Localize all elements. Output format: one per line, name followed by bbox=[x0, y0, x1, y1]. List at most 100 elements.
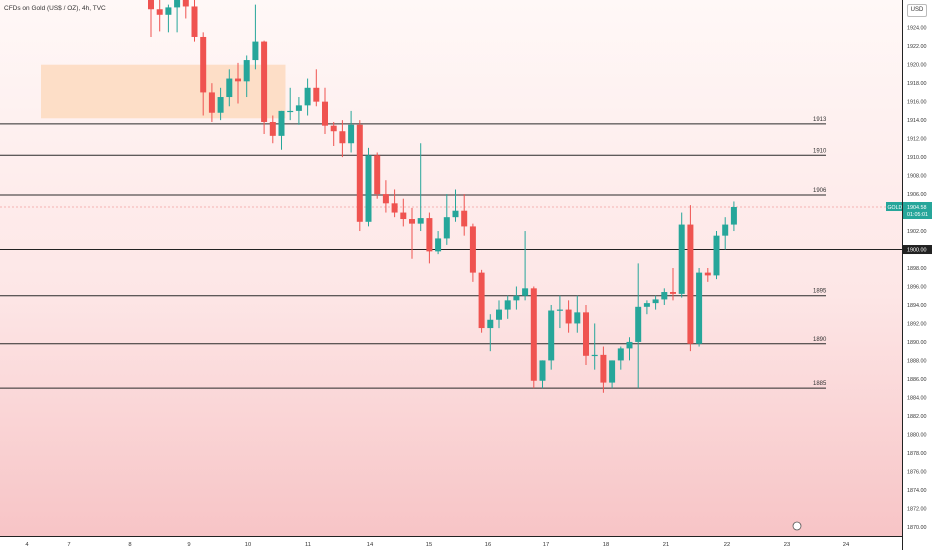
candle-body bbox=[217, 97, 224, 113]
candle-body bbox=[208, 92, 215, 113]
level-label: 1890 bbox=[813, 337, 827, 343]
level-label: 1906 bbox=[813, 188, 827, 194]
price-line-badge-label: 1900.00 bbox=[907, 248, 927, 254]
candle-body bbox=[539, 360, 546, 381]
candle-body bbox=[617, 348, 624, 361]
candle-body bbox=[635, 306, 642, 342]
price-tick-label: 1922.00 bbox=[907, 44, 927, 50]
chart-title: CFDs on Gold (US$ / OZ), 4h, TVC bbox=[4, 5, 106, 12]
candle-body bbox=[426, 218, 433, 252]
candle-body bbox=[435, 238, 442, 252]
time-tick-label: 18 bbox=[603, 542, 609, 548]
candle-body bbox=[530, 288, 537, 381]
price-tick-label: 1876.00 bbox=[907, 469, 927, 475]
candle-body bbox=[278, 110, 285, 136]
candle-body bbox=[182, 0, 189, 7]
candle-body bbox=[252, 41, 259, 61]
candle-body bbox=[313, 87, 320, 102]
candle-body bbox=[365, 155, 372, 222]
level-label: 1885 bbox=[813, 381, 827, 387]
candle-body bbox=[704, 272, 711, 276]
time-axis-svg: 4 7 8 9 10 11 14 15 16 17 18 21 22 23 24 bbox=[25, 542, 850, 548]
level-label: 1910 bbox=[813, 148, 827, 154]
currency-badge[interactable]: USD bbox=[907, 4, 927, 17]
chart-area[interactable]: 1913 1910 1906 1895 1890 1885 GOLD CFDs on Gol… bbox=[0, 0, 902, 536]
candle-body bbox=[687, 224, 694, 344]
candle-body bbox=[417, 218, 424, 224]
time-tick-label: 16 bbox=[485, 542, 491, 548]
time-tick-label: 21 bbox=[663, 542, 669, 548]
price-tick-label: 1908.00 bbox=[907, 174, 927, 180]
candle-body bbox=[583, 312, 589, 356]
candle-body bbox=[200, 36, 207, 93]
candle-body bbox=[148, 0, 154, 10]
price-tick-label: 1888.00 bbox=[907, 358, 927, 364]
price-tick-label: 1892.00 bbox=[907, 321, 927, 327]
time-tick-label: 4 bbox=[25, 542, 29, 548]
candle-body bbox=[226, 78, 233, 98]
time-tick-label: 22 bbox=[724, 542, 730, 548]
price-tick-label: 1920.00 bbox=[907, 63, 927, 69]
candle-body bbox=[652, 299, 659, 304]
candle-body bbox=[391, 203, 398, 213]
candle-body bbox=[304, 87, 311, 106]
price-tick-label: 1870.00 bbox=[907, 525, 927, 531]
candle-body bbox=[504, 300, 511, 310]
candle-body bbox=[574, 312, 581, 324]
price-tick-label: 1872.00 bbox=[907, 506, 927, 512]
symbol-badge bbox=[886, 202, 902, 212]
candle-body bbox=[713, 235, 720, 276]
candle-body bbox=[487, 319, 494, 329]
candle-body bbox=[600, 354, 607, 383]
candle-body bbox=[730, 207, 737, 225]
price-axis[interactable]: 1924.00 1922.00 1920.00 1918.00 1916.00 1914.… bbox=[902, 0, 932, 550]
candle-body bbox=[626, 341, 633, 349]
candle-body bbox=[661, 292, 668, 300]
level-label: 1895 bbox=[813, 289, 827, 295]
last-price-label: 1904.58 bbox=[907, 205, 927, 211]
price-line-badge bbox=[903, 245, 932, 255]
price-tick-label: 1882.00 bbox=[907, 414, 927, 420]
price-tick-label: 1910.00 bbox=[907, 155, 927, 161]
time-tick-label: 14 bbox=[367, 542, 374, 548]
candle-body bbox=[374, 155, 381, 195]
candle-body bbox=[522, 288, 529, 296]
price-tick-label: 1890.00 bbox=[907, 340, 927, 346]
candle-body bbox=[174, 0, 181, 8]
time-tick-label: 10 bbox=[245, 542, 251, 548]
candle-body bbox=[356, 124, 363, 222]
candle-body bbox=[261, 41, 268, 122]
candle-body bbox=[609, 360, 616, 383]
price-tick-label: 1898.00 bbox=[907, 266, 927, 272]
time-tick-label: 23 bbox=[784, 542, 790, 548]
price-tick-label: 1914.00 bbox=[907, 118, 927, 124]
candlestick-chart[interactable]: 1913 1910 1906 1895 1890 1885 GOLD bbox=[0, 0, 902, 536]
candle-body bbox=[565, 309, 572, 324]
time-tick-label: 11 bbox=[305, 542, 311, 548]
candle-body bbox=[400, 212, 407, 220]
candle-body bbox=[330, 125, 337, 132]
countdown-label: 01:05:01 bbox=[907, 212, 928, 218]
candle-body bbox=[556, 309, 563, 311]
time-tick-label: 24 bbox=[843, 542, 850, 548]
price-axis-svg: 1924.00 1922.00 1920.00 1918.00 1916.00 1914.… bbox=[903, 26, 932, 531]
candle-body bbox=[452, 210, 459, 218]
time-tick-label: 7 bbox=[67, 542, 70, 548]
time-axis[interactable]: 4 7 8 9 10 11 14 15 16 17 18 21 22 23 24 bbox=[0, 536, 902, 551]
candle-body bbox=[348, 124, 355, 144]
candle-body bbox=[191, 6, 198, 37]
time-tick-label: 15 bbox=[426, 542, 432, 548]
price-tick-label: 1918.00 bbox=[907, 81, 927, 87]
price-tick-label: 1916.00 bbox=[907, 100, 927, 106]
candle-body bbox=[322, 101, 328, 126]
candle-body bbox=[156, 9, 163, 15]
candle-body bbox=[243, 60, 250, 82]
time-tick-label: 8 bbox=[128, 542, 131, 548]
candle-body bbox=[469, 226, 476, 273]
candle-body bbox=[678, 224, 685, 294]
candle-body bbox=[478, 272, 485, 329]
candle-body bbox=[382, 194, 389, 204]
candle-body bbox=[287, 110, 294, 113]
candle-body bbox=[513, 295, 520, 301]
candle-body bbox=[722, 224, 729, 236]
